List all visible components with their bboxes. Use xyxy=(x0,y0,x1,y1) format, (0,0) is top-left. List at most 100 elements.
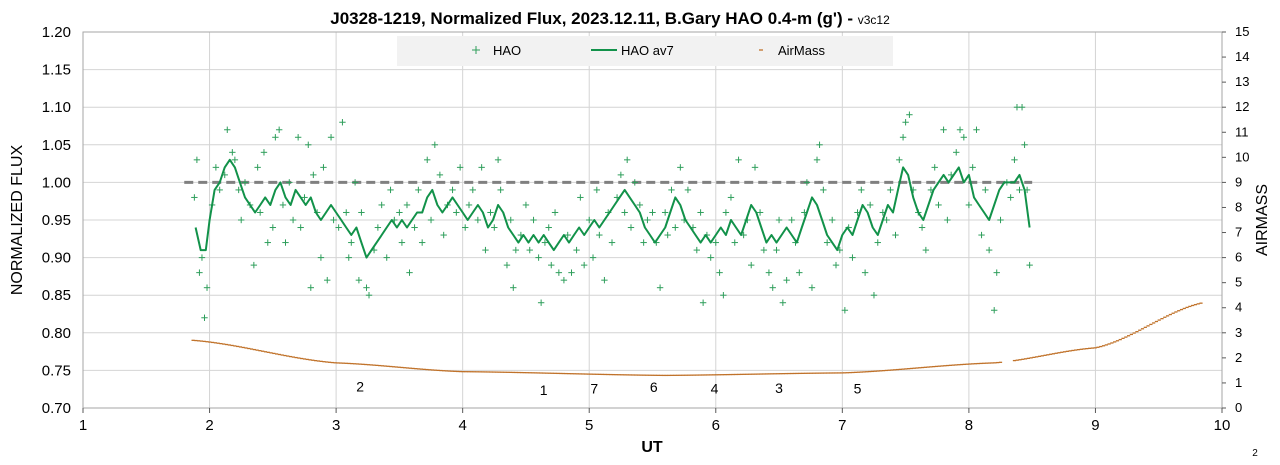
y-tick-label: 1.10 xyxy=(42,99,71,116)
x-tick-label: 1 xyxy=(79,417,87,434)
hao-point xyxy=(289,216,297,224)
legend-airmass-label: AirMass xyxy=(778,43,825,58)
hao-point xyxy=(510,284,517,291)
legend-hao-marker xyxy=(472,46,480,54)
hao-point xyxy=(760,246,768,254)
hao-point xyxy=(427,216,435,224)
hao-point xyxy=(351,179,359,186)
hao-point xyxy=(892,231,899,239)
hao-point xyxy=(727,194,735,201)
hao-point xyxy=(264,239,271,246)
hao-point xyxy=(823,239,831,246)
hao-point xyxy=(237,216,245,224)
hao-point xyxy=(580,261,588,269)
x-axis-title: UT xyxy=(641,439,663,456)
y2-tick-label: 3 xyxy=(1235,325,1242,340)
hao-point xyxy=(474,216,482,224)
x-tick-label: 5 xyxy=(585,417,593,434)
hao-point xyxy=(918,224,926,231)
y-tick-label: 1.00 xyxy=(42,174,71,191)
hao-point xyxy=(256,209,264,216)
hao-point xyxy=(424,156,431,164)
hao-point xyxy=(965,201,973,209)
y2-tick-label: 1 xyxy=(1235,375,1242,390)
hao-point xyxy=(608,239,616,246)
annotation-label: 6 xyxy=(650,379,658,395)
hao-point xyxy=(593,186,601,194)
hao-point xyxy=(978,231,985,239)
hao-point xyxy=(235,186,242,194)
hao-point xyxy=(1021,141,1028,148)
hao-point xyxy=(415,186,422,194)
hao-point xyxy=(282,239,289,246)
hao-point xyxy=(631,179,638,186)
hao-point xyxy=(320,164,327,171)
hao-point xyxy=(973,126,980,133)
hao-point xyxy=(478,164,485,171)
hao-point xyxy=(922,246,930,254)
hao-point xyxy=(275,126,283,133)
hao-series xyxy=(191,104,1033,321)
hao-point xyxy=(953,149,960,156)
plot-area xyxy=(82,31,1223,409)
y2-tick-label: 4 xyxy=(1235,300,1242,315)
y-tick-label: 0.70 xyxy=(42,400,71,417)
hao-point xyxy=(820,186,827,194)
y2-tick-label: 13 xyxy=(1235,74,1249,89)
hao-point xyxy=(398,239,406,246)
hao-point xyxy=(621,209,628,216)
x-tick-label: 7 xyxy=(838,417,846,434)
hao-point xyxy=(765,269,773,276)
hao-av7-line xyxy=(194,158,1031,259)
legend-item-hao-av7: HAO av7 xyxy=(591,43,674,58)
legend-item-hao: HAO xyxy=(472,43,521,58)
hao-point xyxy=(317,254,325,261)
x-tick-label: 3 xyxy=(332,417,340,434)
hao-point xyxy=(623,156,631,164)
hao-point xyxy=(788,216,795,224)
hao-point xyxy=(365,292,373,299)
hao-point xyxy=(440,231,447,239)
y2-tick-label: 10 xyxy=(1235,149,1249,164)
y2-tick-label: 5 xyxy=(1235,275,1242,290)
hao-point xyxy=(636,201,644,209)
hao-point xyxy=(1016,186,1023,194)
hao-point xyxy=(568,269,575,276)
hao-point xyxy=(756,209,764,216)
hao-point xyxy=(403,201,411,209)
y2-tick-label: 9 xyxy=(1235,174,1242,189)
hao-point xyxy=(1026,261,1033,269)
hao-point xyxy=(577,194,584,201)
hao-point xyxy=(358,209,365,216)
hao-point xyxy=(677,164,684,171)
hao-point xyxy=(589,254,597,261)
hao-point xyxy=(272,134,279,141)
x-tick-label: 2 xyxy=(205,417,213,434)
hao-point xyxy=(564,231,571,239)
y-axis-title: NORMALIZED FLUX xyxy=(9,145,26,296)
hao-point xyxy=(343,209,350,216)
hao-point xyxy=(491,224,498,231)
hao-point xyxy=(396,209,403,216)
hao-point xyxy=(260,149,268,156)
hao-point xyxy=(902,119,909,126)
hao-point xyxy=(870,292,878,299)
hao-point xyxy=(808,284,816,291)
y2-tick-label: 11 xyxy=(1235,124,1249,139)
hao-point xyxy=(453,209,460,216)
hao-point xyxy=(832,261,840,269)
airmass-series xyxy=(191,302,1203,377)
x-tick-label: 10 xyxy=(1214,417,1231,434)
hao-point xyxy=(497,186,504,194)
hao-point xyxy=(997,216,1004,224)
y2-tick-label: 8 xyxy=(1235,199,1242,214)
y-tick-label: 1.15 xyxy=(42,62,71,79)
y-tick-label: 0.75 xyxy=(42,362,71,379)
hao-point xyxy=(241,179,249,186)
hao-point xyxy=(541,239,549,246)
hao-point xyxy=(305,141,312,148)
hao-point xyxy=(982,186,989,194)
hao-point xyxy=(383,254,390,261)
legend: HAO HAO av7 AirMass xyxy=(397,36,893,66)
hao-point xyxy=(644,216,651,224)
